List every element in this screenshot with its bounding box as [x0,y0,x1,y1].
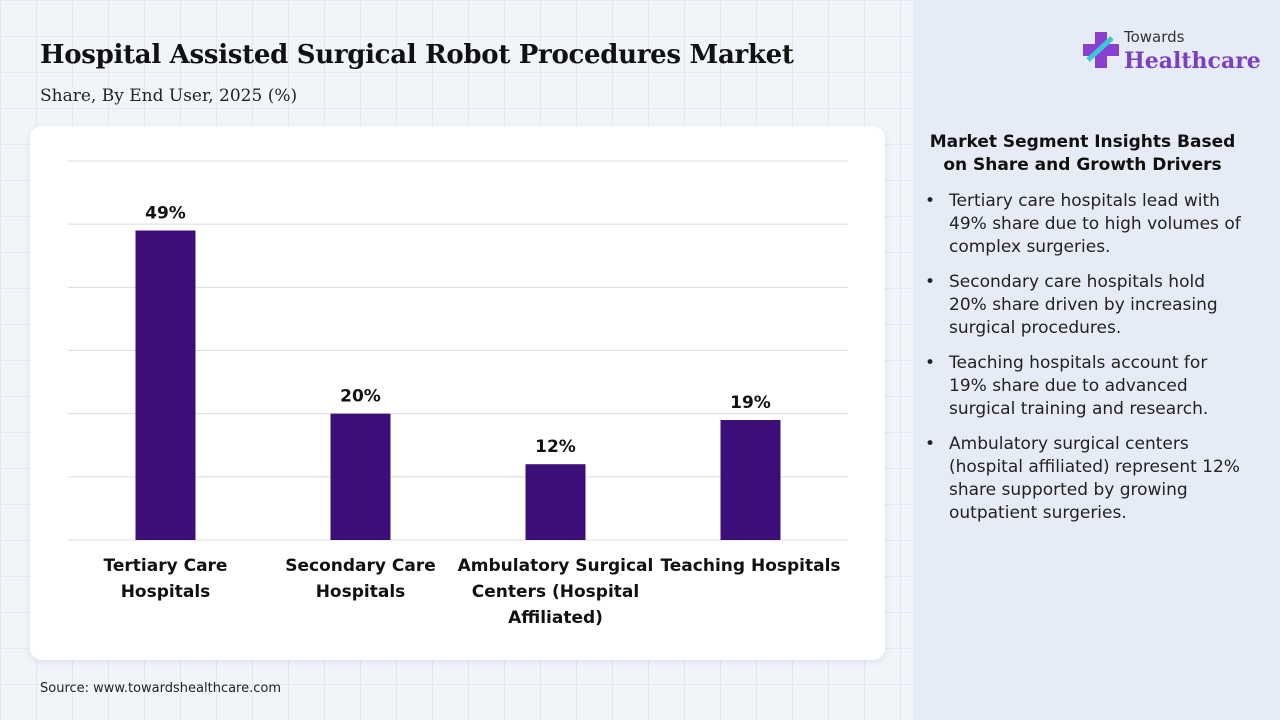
data-label: 20% [340,387,381,407]
bar [525,464,586,540]
data-label: 49% [145,203,186,223]
x-tick-label: Ambulatory Surgical Centers (Hospital Af… [457,556,654,628]
x-tick-label: Secondary Care Hospitals [285,556,436,602]
x-tick-label: Tertiary Care Hospitals [103,556,228,602]
logo-icon [1083,32,1119,68]
title: Hospital Assisted Surgical Robot Procedu… [40,40,794,70]
insight-item: Ambulatory surgical centers (hospital af… [925,433,1245,525]
source: Source: www.towardshealthcare.com [40,681,282,696]
insight-item: Secondary care hospitals hold 20% share … [925,271,1245,340]
subtitle: Share, By End User, 2025 (%) [40,86,298,106]
insights-list: Tertiary care hospitals lead with 49% sh… [925,190,1245,537]
x-tick-label: Teaching Hospitals [660,556,841,576]
bar [330,413,391,540]
logo-text: Towards [1124,28,1185,46]
insight-item: Teaching hospitals account for 19% share… [925,352,1245,421]
data-label: 12% [535,437,576,457]
insight-item: Tertiary care hospitals lead with 49% sh… [925,190,1245,259]
insights-title: Market Segment Insights Based on Share a… [929,132,1236,175]
bar [135,230,196,540]
bar [720,419,781,540]
logo-text: Healthcare [1124,48,1261,74]
data-label: 19% [730,393,771,413]
